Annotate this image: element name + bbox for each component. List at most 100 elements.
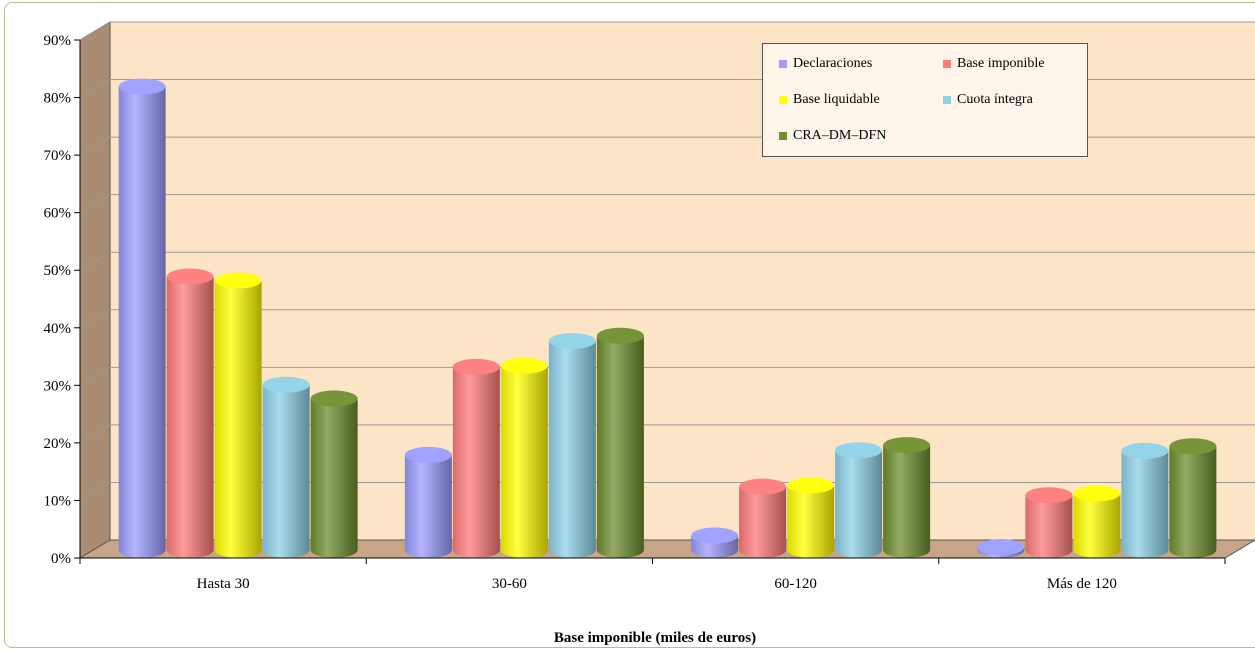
- bar-body: [1073, 493, 1121, 558]
- bar-top: [835, 442, 883, 459]
- bar: [691, 527, 739, 558]
- bar: [596, 327, 644, 558]
- bar: [739, 478, 787, 558]
- bar: [452, 358, 500, 558]
- bar-top: [1025, 487, 1073, 504]
- bar-body: [452, 366, 500, 558]
- bar-body: [1121, 450, 1169, 558]
- legend-swatch: [779, 60, 787, 68]
- legend-swatch: [779, 96, 787, 104]
- gridline-side: [79, 309, 111, 329]
- bar-top: [883, 437, 931, 454]
- bars-group: [118, 78, 1217, 558]
- bar-top: [118, 78, 166, 95]
- y-tick-label: 0%: [51, 551, 71, 567]
- bar-top: [1169, 438, 1217, 455]
- bar: [1169, 438, 1217, 558]
- gridlines: [79, 21, 1255, 501]
- bar: [977, 539, 1025, 558]
- legend-label: Declaraciones: [793, 56, 873, 71]
- x-axis-title: Base imponible (miles de euros): [554, 630, 756, 646]
- bar-top: [214, 272, 262, 289]
- gridline-side: [79, 194, 111, 214]
- y-tick-label: 70%: [44, 148, 72, 164]
- bar: [310, 390, 358, 558]
- bar-body: [310, 398, 358, 558]
- y-tick-label: 10%: [44, 493, 72, 509]
- x-tick-label: 60-120: [774, 576, 817, 592]
- bar: [166, 268, 214, 558]
- bar-top: [1073, 485, 1121, 502]
- y-tick-label: 20%: [44, 436, 72, 452]
- bar-top: [166, 268, 214, 285]
- y-tick-label: 50%: [44, 263, 72, 279]
- bar: [548, 332, 596, 558]
- bar: [500, 357, 548, 558]
- legend: Declaraciones Base imponible Base liquidab…: [762, 43, 1088, 157]
- bar-top: [787, 477, 835, 494]
- gridline-side: [79, 21, 111, 41]
- bar: [835, 442, 883, 558]
- bar-top: [1121, 442, 1169, 459]
- chart-frame: [4, 2, 1255, 648]
- bar-top: [404, 446, 452, 463]
- bar-top: [452, 358, 500, 375]
- bar-top: [310, 390, 358, 407]
- side-wall: [79, 21, 111, 559]
- x-tick-label: Hasta 30: [197, 576, 250, 592]
- legend-swatch: [943, 96, 951, 104]
- legend-swatch: [779, 132, 787, 140]
- bar-top: [548, 332, 596, 349]
- y-tick-label: 30%: [44, 378, 72, 394]
- x-tick-label: Más de 120: [1047, 576, 1117, 592]
- x-tick-label: 30-60: [492, 576, 527, 592]
- bar-body: [835, 450, 883, 558]
- bar-top: [739, 478, 787, 495]
- gridline-side: [79, 79, 111, 98]
- gridline-side: [79, 366, 111, 386]
- bar-body: [596, 335, 644, 558]
- y-tick-label: 90%: [44, 33, 72, 49]
- legend-swatch: [943, 60, 951, 68]
- legend-label: Cuota íntegra: [957, 92, 1033, 107]
- bar-body: [883, 445, 931, 558]
- bar-body: [262, 384, 310, 558]
- bar-body: [548, 340, 596, 558]
- bar-body: [214, 280, 262, 558]
- y-tick-label: 40%: [44, 321, 72, 337]
- legend-item: Base liquidable: [779, 92, 880, 108]
- bar: [118, 78, 166, 558]
- bar-top: [977, 539, 1025, 556]
- legend-item: Cuota íntegra: [943, 92, 1033, 108]
- gridline-side: [79, 424, 111, 444]
- bar: [214, 272, 262, 558]
- bar: [1121, 442, 1169, 558]
- gridline-side: [79, 136, 111, 156]
- bar-body: [1025, 495, 1073, 558]
- legend-label: CRA–DM–DFN: [793, 128, 887, 143]
- bar-body: [404, 454, 452, 558]
- legend-label: Base liquidable: [793, 92, 880, 107]
- bar-body: [166, 276, 214, 558]
- bar: [1025, 487, 1073, 558]
- y-axis-ticks: 0% 10% 20% 30% 40% 50% 60% 70% 80% 90%: [44, 33, 80, 567]
- bar-top: [500, 357, 548, 374]
- legend-item: Base imponible: [943, 56, 1045, 72]
- legend-item: CRA–DM–DFN: [779, 128, 886, 144]
- y-tick-label: 80%: [44, 91, 72, 107]
- bar: [787, 477, 835, 558]
- bar-body: [787, 485, 835, 558]
- bar-top: [691, 527, 739, 544]
- bar-body: [118, 86, 166, 558]
- bar: [883, 437, 931, 558]
- bar-body: [739, 486, 787, 558]
- gridline-side: [79, 482, 111, 501]
- bar: [404, 446, 452, 558]
- legend-label: Base imponible: [957, 56, 1045, 71]
- bar-body: [1169, 446, 1217, 558]
- gridline-side: [79, 251, 111, 271]
- y-tick-label: 60%: [44, 206, 72, 222]
- bar-top: [596, 327, 644, 344]
- bar: [1073, 485, 1121, 558]
